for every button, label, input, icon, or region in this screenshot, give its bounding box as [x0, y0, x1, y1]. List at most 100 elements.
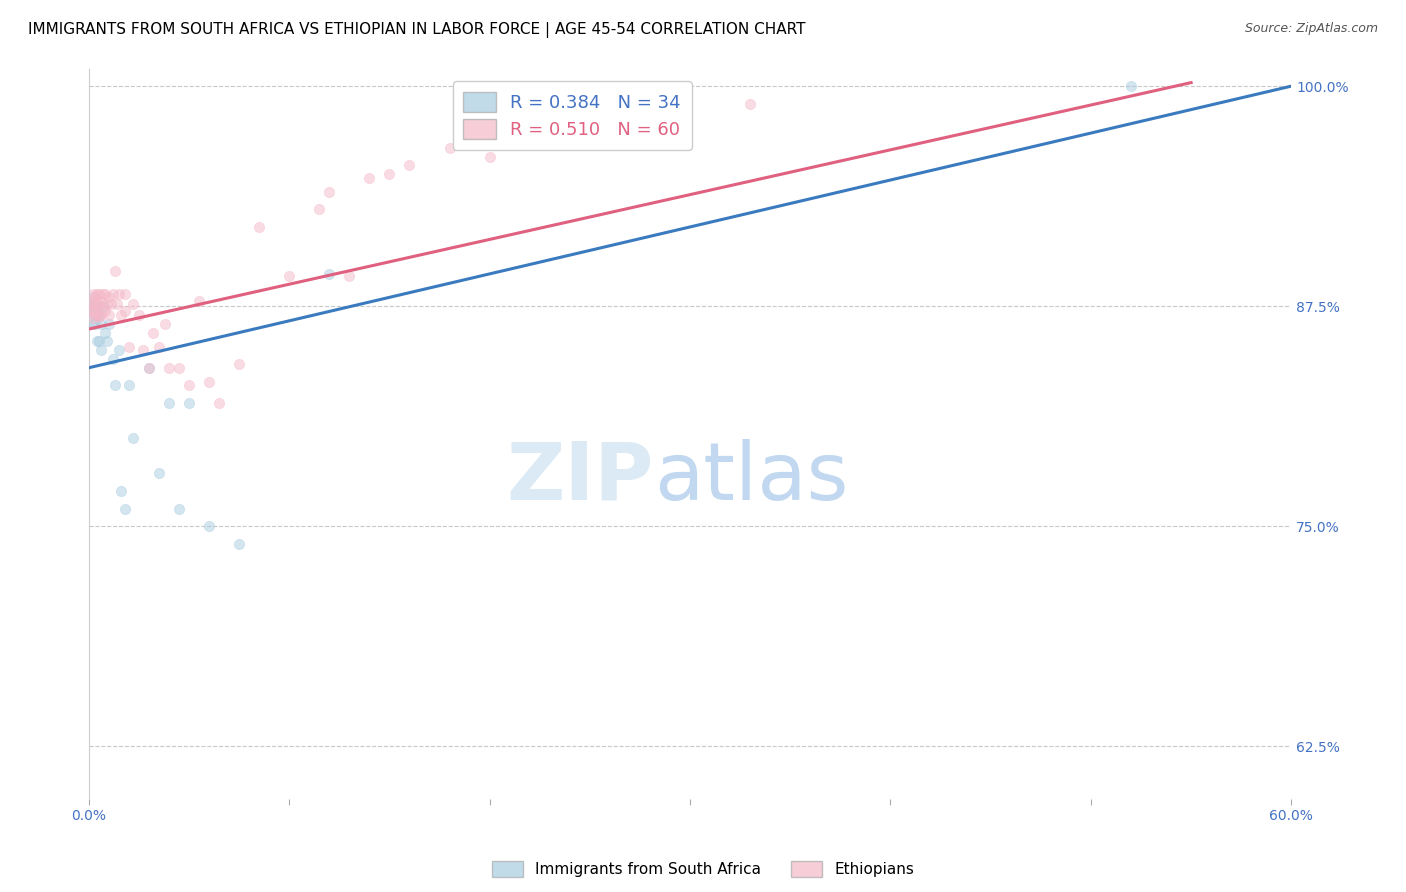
Point	[198, 519, 221, 533]
Point	[198, 375, 221, 389]
Point	[177, 396, 200, 410]
Point	[167, 360, 190, 375]
Point	[94, 286, 117, 301]
Point	[208, 396, 231, 410]
Point	[318, 268, 340, 282]
Point	[100, 297, 122, 311]
Legend: R = 0.384   N = 34, R = 0.510   N = 60: R = 0.384 N = 34, R = 0.510 N = 60	[453, 81, 692, 150]
Point	[740, 96, 762, 111]
Point	[167, 501, 190, 516]
Point	[87, 334, 110, 349]
Point	[118, 340, 141, 354]
Point	[638, 118, 661, 132]
Point	[101, 351, 124, 366]
Text: ZIP: ZIP	[506, 439, 654, 516]
Point	[80, 308, 103, 322]
Point	[378, 822, 401, 836]
Point	[101, 286, 124, 301]
Point	[359, 170, 381, 185]
Point	[148, 340, 170, 354]
Point	[80, 293, 103, 308]
Point	[104, 264, 127, 278]
Point	[80, 299, 103, 313]
Point	[91, 299, 114, 313]
Point	[83, 308, 105, 322]
Point	[110, 483, 132, 498]
Point	[398, 158, 420, 172]
Legend: Immigrants from South Africa, Ethiopians: Immigrants from South Africa, Ethiopians	[486, 855, 920, 883]
Point	[132, 343, 155, 358]
Point	[90, 308, 112, 322]
Text: atlas: atlas	[654, 439, 848, 516]
Point	[478, 149, 501, 163]
Text: IMMIGRANTS FROM SOUTH AFRICA VS ETHIOPIAN IN LABOR FORCE | AGE 45-54 CORRELATION: IMMIGRANTS FROM SOUTH AFRICA VS ETHIOPIA…	[28, 22, 806, 38]
Point	[86, 297, 108, 311]
Point	[83, 308, 105, 322]
Point	[110, 308, 132, 322]
Point	[318, 185, 340, 199]
Point	[228, 357, 250, 371]
Point	[128, 308, 150, 322]
Point	[87, 308, 110, 322]
Point	[247, 219, 270, 234]
Point	[278, 269, 301, 284]
Point	[80, 302, 103, 317]
Point	[91, 301, 114, 315]
Point	[83, 290, 105, 304]
Point	[90, 317, 112, 331]
Point	[121, 297, 143, 311]
Point	[83, 299, 105, 313]
Text: Source: ZipAtlas.com: Source: ZipAtlas.com	[1244, 22, 1378, 36]
Point	[153, 317, 176, 331]
Point	[337, 269, 360, 284]
Point	[83, 299, 105, 313]
Point	[82, 299, 104, 313]
Point	[142, 326, 165, 340]
Point	[177, 378, 200, 392]
Point	[107, 286, 129, 301]
Point	[148, 467, 170, 481]
Point	[558, 132, 581, 146]
Point	[97, 308, 120, 322]
Point	[104, 378, 127, 392]
Point	[308, 202, 330, 217]
Point	[378, 167, 401, 181]
Point	[86, 308, 108, 322]
Point	[114, 286, 136, 301]
Point	[138, 360, 160, 375]
Point	[82, 286, 104, 301]
Point	[86, 286, 108, 301]
Point	[439, 141, 461, 155]
Point	[228, 537, 250, 551]
Point	[90, 343, 112, 358]
Point	[188, 293, 211, 308]
Point	[90, 293, 112, 308]
Point	[86, 334, 108, 349]
Point	[96, 297, 118, 311]
Point	[86, 299, 108, 313]
Point	[94, 326, 117, 340]
Point	[82, 297, 104, 311]
Point	[121, 431, 143, 445]
Point	[157, 360, 180, 375]
Point	[87, 297, 110, 311]
Point	[114, 304, 136, 318]
Point	[83, 317, 105, 331]
Point	[97, 290, 120, 304]
Point	[157, 396, 180, 410]
Point	[114, 501, 136, 516]
Point	[82, 290, 104, 304]
Point	[107, 343, 129, 358]
Point	[118, 378, 141, 392]
Point	[1119, 79, 1142, 94]
Point	[82, 304, 104, 318]
Point	[82, 311, 104, 326]
Point	[82, 317, 104, 331]
Point	[138, 360, 160, 375]
Point	[87, 310, 110, 324]
Point	[97, 317, 120, 331]
Point	[96, 334, 118, 349]
Point	[105, 297, 128, 311]
Point	[94, 304, 117, 318]
Point	[91, 286, 114, 301]
